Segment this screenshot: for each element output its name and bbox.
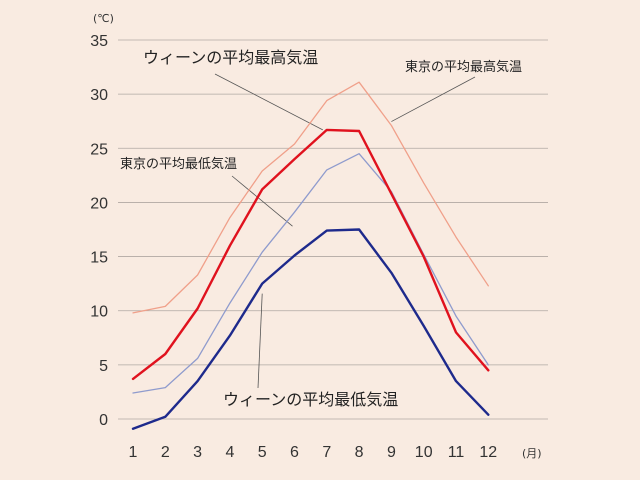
y-tick-label: 35	[90, 33, 108, 50]
y-unit-label: (℃)	[93, 12, 114, 25]
annotation-leader	[257, 293, 263, 389]
x-tick-label: 7	[322, 444, 331, 461]
x-tick-label: 4	[225, 444, 234, 461]
y-tick-label: 15	[90, 250, 108, 267]
x-tick-label: 11	[448, 444, 465, 461]
annotation-label: ウィーンの平均最高気温	[143, 48, 318, 67]
x-tick-label: 9	[387, 444, 396, 461]
annotation-label: 東京の平均最低気温	[120, 156, 237, 172]
annotation-leaders	[214, 73, 476, 389]
x-unit-label: (月)	[522, 447, 542, 460]
y-tick-label: 10	[90, 304, 108, 321]
annotation-label: 東京の平均最高気温	[405, 59, 522, 75]
x-tick-label: 6	[290, 444, 299, 461]
x-tick-label: 3	[193, 444, 202, 461]
series-line-1	[132, 81, 489, 314]
y-tick-label: 20	[90, 195, 108, 212]
y-tick-label: 25	[90, 141, 108, 158]
y-tick-label: 30	[90, 87, 108, 104]
x-tick-label: 10	[415, 444, 433, 461]
x-tick-label: 1	[129, 444, 138, 461]
x-tick-label: 2	[161, 444, 170, 461]
x-tick-label: 8	[355, 444, 364, 461]
x-tick-label: 12	[479, 444, 497, 461]
annotation-leader	[214, 73, 323, 131]
annotation-leader	[391, 76, 476, 122]
series-lines	[131, 81, 490, 430]
series-line-3	[131, 228, 490, 430]
x-tick-label: 5	[258, 444, 267, 461]
annotation-label: ウィーンの平均最低気温	[223, 390, 398, 409]
series-line-0	[131, 128, 490, 381]
series-line-2	[132, 153, 489, 394]
y-tick-label: 0	[99, 412, 108, 429]
y-tick-label: 5	[99, 358, 108, 375]
annotation-leader	[231, 175, 293, 227]
